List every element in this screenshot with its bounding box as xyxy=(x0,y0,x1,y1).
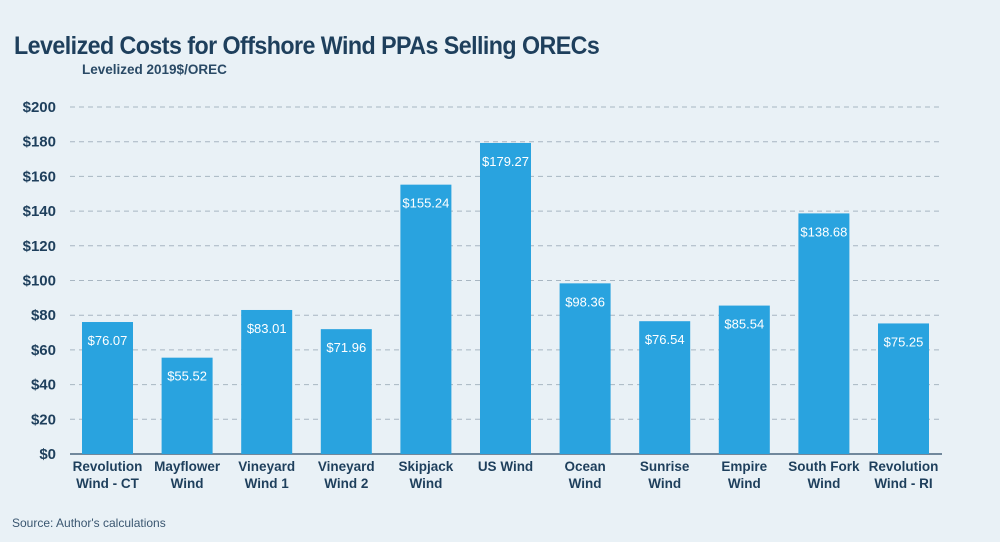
data-label: $55.52 xyxy=(167,369,207,384)
y-tick-label: $200 xyxy=(23,99,56,116)
x-tick-label: Ocean Wind xyxy=(564,459,605,491)
data-label: $76.54 xyxy=(645,332,685,347)
y-tick-label: $20 xyxy=(31,411,56,428)
y-tick-label: $0 xyxy=(39,446,56,463)
data-label: $179.27 xyxy=(482,154,529,169)
y-tick-label: $100 xyxy=(23,273,56,290)
y-tick-label: $60 xyxy=(31,342,56,359)
bars: $76.07 $55.52 $83.01 $71.96 $155.24 $179.27 $9… xyxy=(82,142,929,454)
x-tick-label: Empire Wind xyxy=(721,459,767,491)
data-label: $75.25 xyxy=(884,334,924,349)
y-tick-label: $160 xyxy=(23,168,56,185)
y-tick-label: $180 xyxy=(23,134,56,151)
bar xyxy=(400,184,452,454)
data-label: $155.24 xyxy=(402,196,449,211)
x-tick-label: Mayflower Wind xyxy=(154,459,221,491)
y-axis-label: Levelized 2019$/OREC xyxy=(82,62,227,77)
x-tick-label: South Fork Wind xyxy=(788,459,860,491)
bar xyxy=(718,305,770,454)
bar xyxy=(82,322,133,454)
x-tick-label: Vineyard Wind 1 xyxy=(238,459,295,491)
x-tick-label: US Wind xyxy=(478,459,533,474)
data-label: $85.54 xyxy=(724,317,764,332)
data-label: $83.01 xyxy=(247,321,287,336)
x-tick-label: Sunrise Wind xyxy=(640,459,690,491)
bar xyxy=(798,213,850,454)
data-label: $71.96 xyxy=(326,340,366,355)
y-tick-label: $120 xyxy=(23,238,56,255)
bar xyxy=(878,323,929,454)
y-tick-label: $40 xyxy=(31,377,56,394)
y-axis-ticks: $0 $20 $40 $60 $80 $100 $120 $140 $160 $180 $200 xyxy=(23,99,56,463)
source-note: Source: Author's calculations xyxy=(12,516,166,530)
chart-title: Levelized Costs for Offshore Wind PPAs S… xyxy=(14,32,600,60)
y-tick-label: $140 xyxy=(23,203,56,220)
bar xyxy=(559,283,611,454)
data-label: $98.36 xyxy=(565,294,605,309)
x-axis-labels: Revolution Wind - CT Mayflower Wind Vineyard… xyxy=(73,459,939,491)
y-tick-label: $80 xyxy=(31,307,56,324)
bar xyxy=(639,321,691,454)
x-tick-label: Vineyard Wind 2 xyxy=(318,459,375,491)
x-tick-label: Revolution Wind - RI xyxy=(869,459,939,491)
data-label: $138.68 xyxy=(800,224,847,239)
data-label: $76.07 xyxy=(88,333,128,348)
bar xyxy=(320,329,372,454)
bar xyxy=(241,309,293,454)
x-tick-label: Skipjack Wind xyxy=(399,459,454,491)
x-tick-label: Revolution Wind - CT xyxy=(73,459,143,491)
bar xyxy=(480,142,531,454)
bar xyxy=(161,357,213,454)
